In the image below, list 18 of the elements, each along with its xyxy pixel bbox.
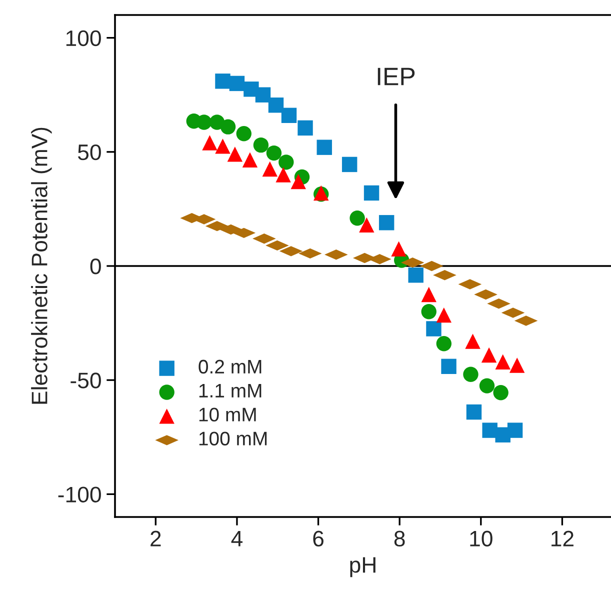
legend-label: 100 mM	[199, 432, 267, 446]
legend-label: 0.2 mM	[198, 360, 262, 374]
x-axis-title: pH	[350, 557, 376, 578]
x-tick-label: 4	[231, 531, 242, 546]
legend-label: 10 mM	[199, 408, 256, 422]
y-tick-label: 50	[78, 144, 101, 160]
y-tick-label: -50	[70, 372, 101, 388]
x-tick-label: 6	[313, 530, 324, 547]
annotation: IEP	[378, 68, 415, 86]
x-tick-label: 10	[470, 530, 492, 547]
x-tick-label: 12	[552, 530, 574, 546]
y-axis-title: Electrokinetic Potential (mV)	[31, 128, 52, 404]
y-tick-label: -100	[58, 486, 101, 502]
legend-label: 1.1 mM	[199, 384, 262, 398]
y-tick-label: 100	[66, 30, 101, 46]
x-tick-label: 2	[150, 530, 161, 546]
x-tick-label: 8	[394, 530, 405, 547]
y-tick-label: 0	[90, 258, 101, 274]
